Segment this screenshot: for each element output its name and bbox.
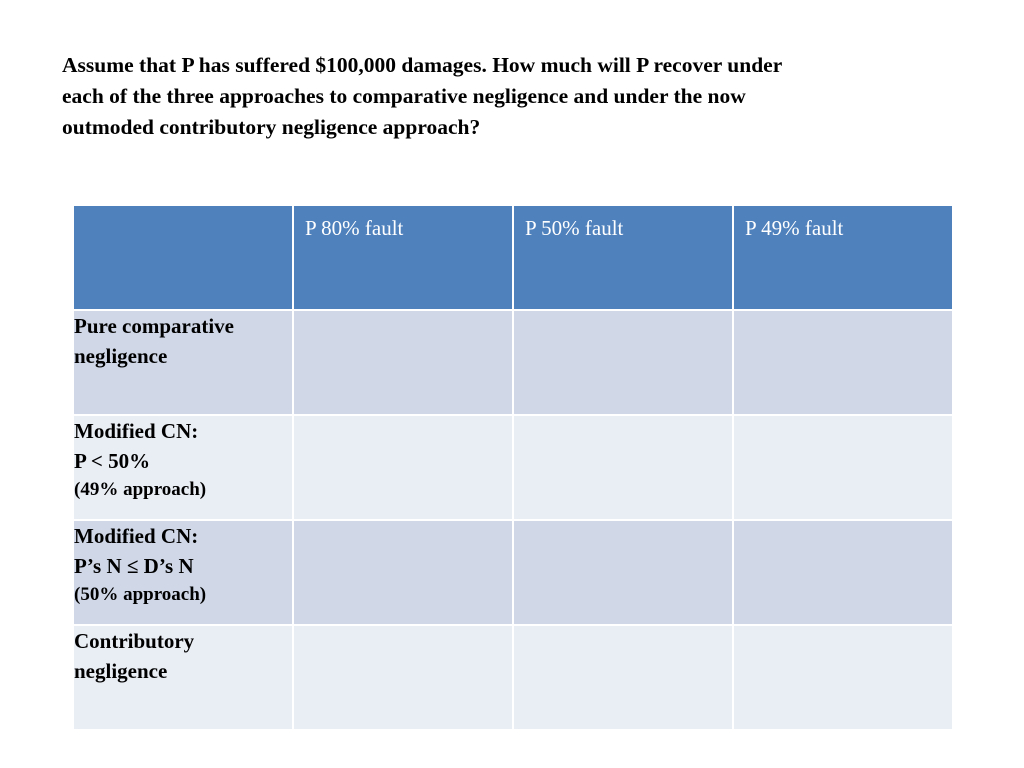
row-label-line: Contributory [74, 629, 195, 653]
header-label: P 50% fault [525, 216, 624, 240]
row-label-cell: Pure comparative negligence [72, 309, 294, 416]
question-line: Assume that P has suffered $100,000 dama… [62, 53, 783, 77]
row-label-cell: Contributory negligence [72, 624, 294, 731]
answer-cell[interactable] [512, 624, 734, 731]
table-row-modified-50: Modified CN: P’s N ≤ D’s N (50% approach… [72, 519, 954, 626]
table-row-contributory: Contributory negligence [72, 624, 954, 731]
row-label-line: negligence [74, 344, 168, 368]
row-label-cell: Modified CN: P < 50% (49% approach) [72, 414, 294, 521]
header-cell-p50: P 50% fault [512, 204, 734, 311]
table-row-modified-49: Modified CN: P < 50% (49% approach) [72, 414, 954, 521]
answer-cell[interactable] [512, 309, 734, 416]
header-corner-cell [72, 204, 294, 311]
row-label-line: Modified CN: [74, 524, 199, 548]
header-label: P 80% fault [305, 216, 404, 240]
row-label-line: (49% approach) [74, 479, 207, 500]
row-label-cell: Modified CN: P’s N ≤ D’s N (50% approach… [72, 519, 294, 626]
table-row-pure-comparative: Pure comparative negligence [72, 309, 954, 416]
answer-cell[interactable] [292, 624, 514, 731]
answer-cell[interactable] [732, 624, 954, 731]
table-header-row: P 80% fault P 50% fault P 49% fault [72, 204, 954, 311]
answer-cell[interactable] [732, 414, 954, 521]
answer-cell[interactable] [732, 309, 954, 416]
negligence-table: P 80% fault P 50% fault P 49% fault Pure… [72, 204, 954, 731]
row-label-line: P < 50% [74, 449, 151, 473]
answer-cell[interactable] [292, 414, 514, 521]
answer-cell[interactable] [292, 519, 514, 626]
row-label-line: P’s N ≤ D’s N [74, 554, 194, 578]
question-line: outmoded contributory negligence approac… [62, 115, 481, 139]
row-label-line: Pure comparative [74, 314, 234, 338]
answer-cell[interactable] [512, 519, 734, 626]
header-label: P 49% fault [745, 216, 844, 240]
answer-cell[interactable] [292, 309, 514, 416]
question-text: Assume that P has suffered $100,000 dama… [62, 50, 962, 143]
header-cell-p49: P 49% fault [732, 204, 954, 311]
header-cell-p80: P 80% fault [292, 204, 514, 311]
answer-cell[interactable] [512, 414, 734, 521]
row-label-line: negligence [74, 659, 168, 683]
row-label-line: Modified CN: [74, 419, 199, 443]
question-line: each of the three approaches to comparat… [62, 84, 746, 108]
answer-cell[interactable] [732, 519, 954, 626]
row-label-line: (50% approach) [74, 584, 207, 605]
